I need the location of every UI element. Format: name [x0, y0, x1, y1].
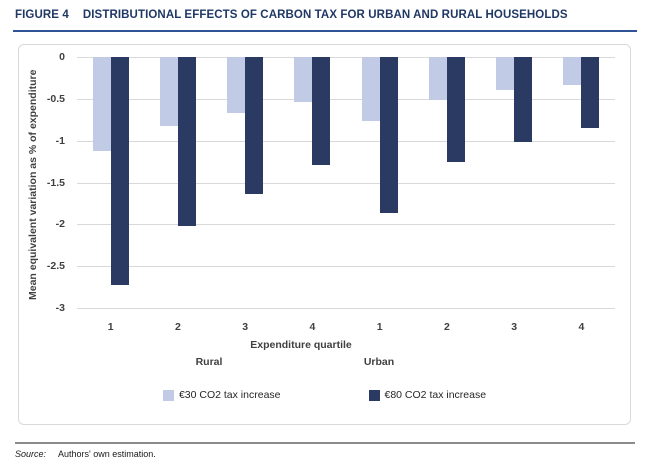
x-tick-label: 2: [174, 321, 181, 333]
legend: €30 CO2 tax increase €80 CO2 tax increase: [19, 389, 630, 401]
bar-series1-cat7: [581, 57, 600, 129]
x-tick-label: 3: [511, 321, 518, 333]
x-tick-label: 1: [107, 321, 114, 333]
gridline: [77, 57, 615, 58]
gridline: [77, 224, 615, 226]
y-tick-label: -1.5: [46, 176, 65, 189]
x-tick-label: 2: [443, 321, 450, 333]
y-tick-labels: 0 -0.5 -1 -1.5 -2 -2.5 -3: [19, 51, 71, 314]
bar-series1-cat5: [446, 57, 465, 163]
bar-series0-cat6: [496, 57, 515, 91]
bar-series1-cat6: [514, 57, 533, 142]
x-tick-label: 3: [242, 321, 249, 333]
legend-item-0: €30 CO2 tax increase: [162, 389, 281, 401]
bar-series0-cat5: [428, 57, 447, 100]
group-label-urban: Urban: [363, 356, 395, 368]
gridline: [77, 182, 615, 184]
bar-series0-cat7: [563, 57, 582, 85]
legend-label: €30 CO2 tax increase: [178, 389, 281, 401]
bar-series0-cat4: [361, 57, 380, 121]
legend-item-1: €80 CO2 tax increase: [368, 389, 487, 401]
gridline: [77, 308, 615, 309]
gridline: [77, 140, 615, 142]
gridline: [77, 98, 615, 100]
chart-frame: Mean equivalent variation as % of expend…: [18, 44, 631, 425]
y-tick-label: -0.5: [46, 92, 65, 105]
x-tick-label: 4: [578, 321, 585, 333]
source-text: Authors' own estimation.: [58, 449, 156, 459]
header-rule: [13, 30, 637, 32]
figure-title: DISTRIBUTIONAL EFFECTS OF CARBON TAX FOR…: [82, 9, 568, 21]
group-label-rural: Rural: [195, 356, 223, 368]
x-tick-label: 4: [309, 321, 316, 333]
x-axis-title: Expenditure quartile: [250, 339, 352, 351]
x-tick-labels: 1 2 3 4 1 2 3 4: [77, 321, 615, 333]
bar-series1-cat0: [110, 57, 129, 285]
source-label: Source:: [15, 449, 47, 459]
legend-swatch-icon: [368, 389, 380, 401]
bar-series1-cat4: [379, 57, 398, 213]
y-tick-label: -3: [55, 302, 65, 314]
y-tick-label: -2: [55, 218, 65, 231]
bar-series1-cat2: [245, 57, 264, 195]
x-tick-label: 1: [376, 321, 383, 333]
bar-series1-cat1: [177, 57, 196, 226]
bar-series1-cat3: [312, 57, 331, 165]
bar-series0-cat2: [227, 57, 246, 114]
figure-header: FIGURE 4 DISTRIBUTIONAL EFFECTS OF CARBO…: [15, 9, 635, 21]
figure-number: FIGURE 4: [15, 9, 69, 21]
source-divider: [15, 442, 635, 444]
y-tick-label: -1: [55, 134, 65, 147]
y-tick-label: 0: [59, 51, 65, 63]
gridline: [77, 266, 615, 268]
bar-series0-cat1: [159, 57, 178, 126]
legend-label: €80 CO2 tax increase: [384, 389, 487, 401]
plot-area: [77, 57, 615, 309]
y-tick-label: -2.5: [46, 260, 65, 273]
source-line: Source: Authors' own estimation.: [15, 449, 156, 459]
bar-series0-cat3: [294, 57, 313, 103]
legend-swatch-icon: [162, 389, 174, 401]
bar-series0-cat0: [92, 57, 111, 151]
